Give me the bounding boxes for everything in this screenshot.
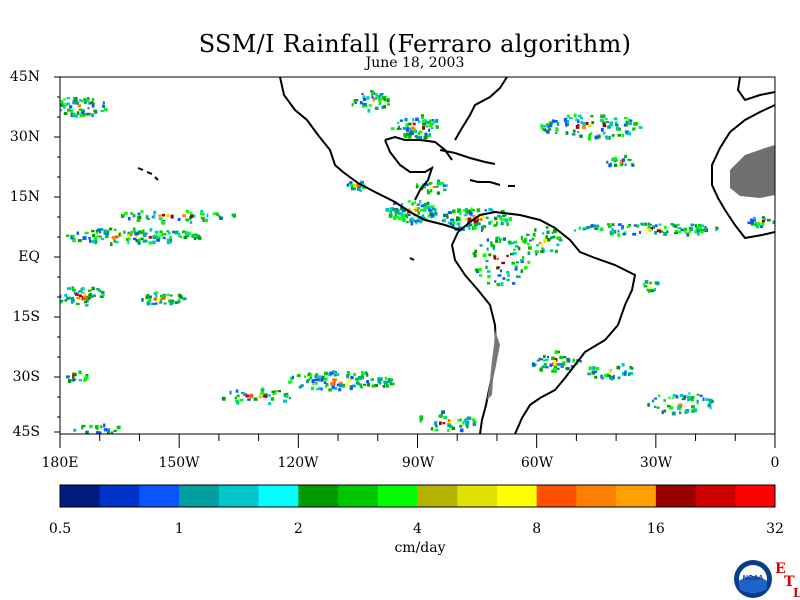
colorbar-swatch: [99, 485, 140, 507]
map-title: SSM/I Rainfall (Ferraro algorithm): [198, 30, 632, 58]
colorbar-swatch: [377, 485, 418, 507]
colorbar-swatch: [417, 485, 458, 507]
colorbar-swatch: [179, 485, 220, 507]
colorbar: [59, 484, 776, 508]
lat-label: 15S: [12, 309, 40, 325]
logo-letter-l: L: [793, 586, 800, 600]
coastlines: [137, 77, 775, 434]
colorbar-tick-label: 2: [293, 521, 303, 537]
colorbar-swatch: [496, 485, 538, 507]
colorbar-swatch: [735, 485, 776, 507]
lat-label: 30S: [12, 369, 40, 385]
lat-label: EQ: [18, 249, 40, 265]
colorbar-swatch: [298, 485, 339, 507]
lon-label: 180E: [41, 455, 79, 471]
svg-text:NOAA: NOAA: [743, 575, 764, 582]
logo-letter-e: E: [775, 561, 786, 577]
lon-label: 120W: [277, 455, 319, 471]
axis-ticks: [54, 76, 776, 448]
lon-label: 0: [770, 455, 780, 471]
colorbar-swatch: [457, 485, 498, 507]
rainfall-layer: [60, 90, 775, 434]
lat-label: 30N: [9, 129, 40, 145]
colorbar-tick-label: 8: [532, 521, 542, 537]
lon-label: 90W: [401, 455, 435, 471]
colorbar-swatch: [576, 485, 617, 507]
colorbar-swatch: [338, 485, 379, 507]
map-frame: [59, 76, 776, 435]
lat-label: 15N: [9, 189, 40, 205]
lon-label: 30W: [639, 455, 673, 471]
lon-label: 150W: [158, 455, 200, 471]
colorbar-swatch: [60, 485, 101, 507]
colorbar-tick-label: 32: [766, 521, 784, 537]
colorbar-swatch: [536, 485, 577, 507]
logo-letter-t: T: [784, 574, 795, 590]
colorbar-tick-label: 0.5: [48, 521, 72, 537]
colorbar-swatch: [218, 485, 260, 507]
colorbar-units: cm/day: [394, 540, 446, 556]
colorbar-swatch: [258, 485, 299, 507]
sahara-gray: [487, 145, 775, 400]
map-date: June 18, 2003: [365, 55, 465, 71]
colorbar-swatch: [616, 485, 657, 507]
noaa-logo: NOAA: [734, 560, 772, 598]
colorbar-swatch: [139, 485, 180, 507]
colorbar-tick-label: 1: [174, 521, 184, 537]
lat-label: 45S: [12, 424, 40, 440]
lon-label: 60W: [520, 455, 554, 471]
lat-label: 45N: [9, 69, 40, 85]
colorbar-tick-label: 16: [646, 521, 665, 537]
colorbar-swatch: [695, 485, 736, 507]
colorbar-swatch: [655, 485, 697, 507]
colorbar-tick-label: 4: [413, 521, 422, 537]
